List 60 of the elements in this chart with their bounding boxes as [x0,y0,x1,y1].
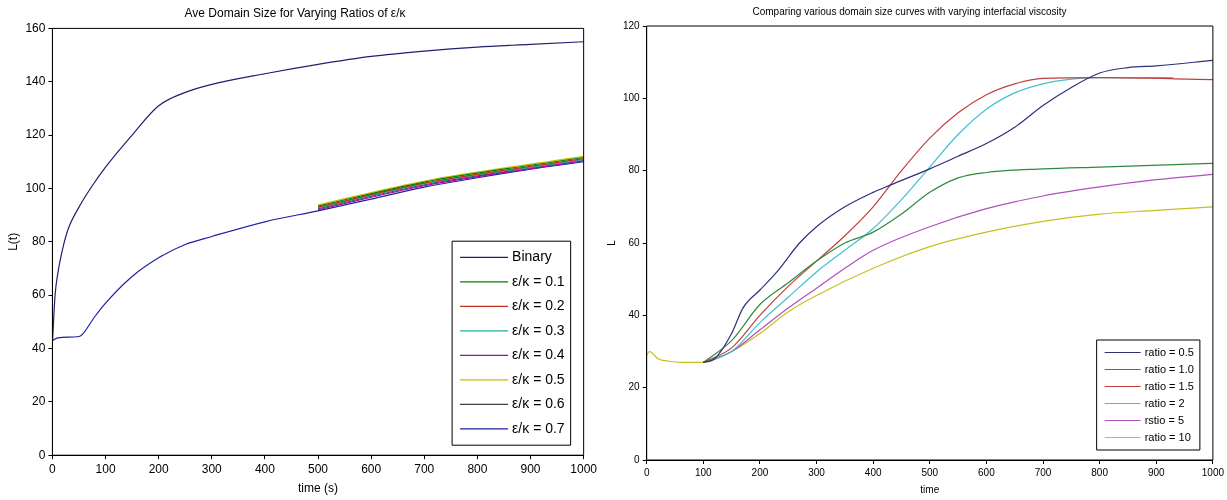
x-tick-label: 100 [95,461,116,476]
x-tick-label: 400 [864,466,882,478]
y-axis-title: L [605,239,617,246]
y-tick-label: 100 [623,92,641,104]
line-series [646,206,1213,363]
y-tick-label: 80 [32,234,46,249]
y-tick-label: 0 [634,453,641,465]
legend-label: ε/κ = 0.7 [512,419,565,436]
y-tick-label: 40 [32,340,46,355]
x-tick-label: 300 [201,461,223,476]
legend-label: ε/κ = 0.6 [512,395,565,412]
y-tick-label: 20 [628,381,641,393]
legend-label: Binary [512,248,552,265]
y-tick-label: 120 [25,127,46,142]
legend-label: ε/κ = 0.2 [512,297,565,314]
x-tick-label: 500 [921,466,939,478]
x-tick-label: 600 [978,466,996,478]
y-tick-label: 60 [32,287,46,302]
legend-label: ratio = 1.5 [1144,379,1194,392]
x-axis-title: time (s) [298,481,339,496]
y-tick-label: 60 [628,236,641,248]
legend-label: ratio = 1.0 [1144,362,1194,375]
line-series [52,161,584,342]
x-tick-label: 0 [643,466,650,478]
x-tick-label: 100 [694,466,713,478]
y-tick-label: 40 [628,309,641,321]
x-axis-title: time [920,483,940,495]
y-tick-label: 140 [25,74,46,89]
y-tick-label: 0 [38,447,46,462]
x-tick-label: 800 [1091,466,1109,478]
chart-title: Comparing various domain size curves with varying interfacial viscosity [752,5,1067,17]
legend-label: ratio = 2 [1144,396,1185,409]
x-tick-label: 900 [1147,466,1166,478]
y-tick-label: 120 [623,19,641,31]
x-tick-label: 200 [148,461,169,476]
legend-label: ε/κ = 0.4 [512,346,565,363]
x-tick-label: 1000 [570,461,598,476]
y-tick-label: 100 [25,180,46,195]
legend-label: ratio = 0.5 [1144,345,1194,358]
x-tick-label: 300 [808,466,826,478]
legend-label: ε/κ = 0.3 [512,321,565,338]
y-axis-title: L(t) [5,232,20,251]
x-tick-label: 800 [467,461,488,476]
x-tick-label: 500 [308,461,329,476]
x-tick-label: 600 [361,461,382,476]
legend-label: ε/κ = 0.5 [512,370,565,387]
x-tick-label: 700 [1034,466,1052,478]
x-tick-label: 400 [254,461,276,476]
x-tick-label: 200 [751,466,769,478]
x-tick-label: 1000 [1201,466,1225,478]
chart-title: Ave Domain Size for Varying Ratios of ε/κ [184,5,407,20]
y-tick-label: 80 [628,164,641,176]
x-tick-label: 700 [414,461,435,476]
y-tick-label: 160 [25,20,46,35]
legend-label: rstio = 5 [1144,413,1185,426]
legend-label: ratio = 10 [1144,430,1191,443]
x-tick-label: 0 [49,461,57,476]
x-tick-label: 900 [520,461,541,476]
legend-label: ε/κ = 0.1 [512,272,565,289]
y-tick-label: 20 [32,394,46,409]
